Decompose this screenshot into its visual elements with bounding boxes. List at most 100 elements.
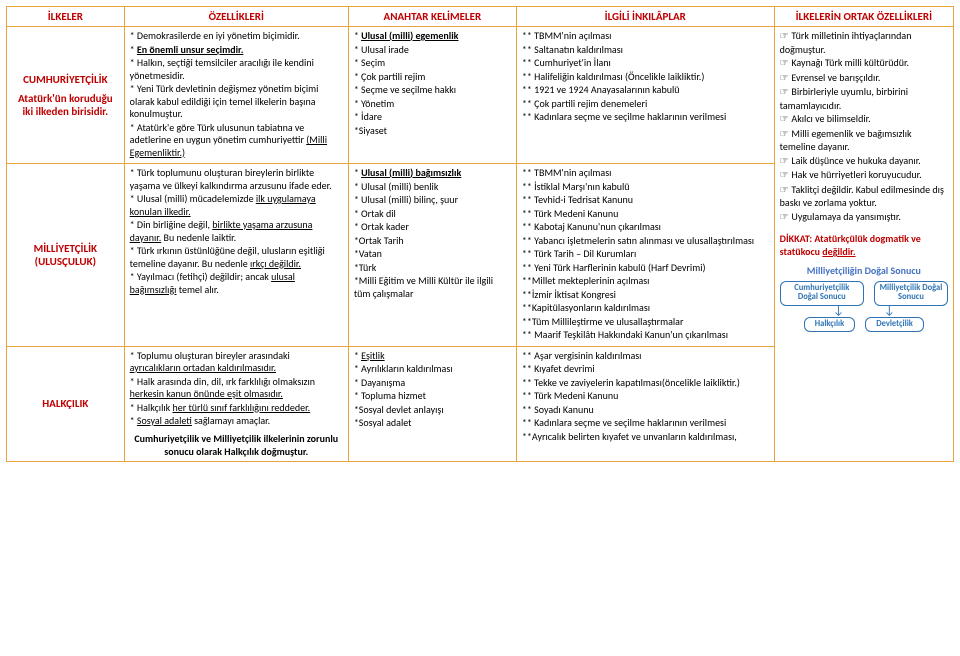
ilgili-item: ** Çok partili rejim denemeleri <box>522 98 769 111</box>
anahtar-item: * Ayrılıkların kaldırılması <box>354 363 511 376</box>
ilgili-item: ** Halifeliğin kaldırılması (Öncelikle l… <box>522 71 769 84</box>
ilgili-item: ** Tevhid-i Tedrisat Kanunu <box>522 194 769 207</box>
diagram-arrows: ↓↓ <box>833 308 895 315</box>
diagram-box: Devletçilik <box>865 317 924 332</box>
ortak-item: ☞ Taklitçi değildir. Kabul edilmesinde d… <box>780 184 948 210</box>
header-anahtar: ANAHTAR KELİMELER <box>348 7 516 27</box>
anahtar-item: * Ulusal (milli) bilinç, şuur <box>354 194 511 207</box>
header-row: İLKELER ÖZELLİKLERİ ANAHTAR KELİMELER İL… <box>7 7 954 27</box>
ilke-sub2: iki ilkeden birisidir. <box>12 105 119 118</box>
ilgili-item: ** Kıyafet devrimi <box>522 363 769 376</box>
anahtar-item: * Yönetim <box>354 98 511 111</box>
ozel-item: * Ulusal (milli) mücadelemizde ilk uygul… <box>130 193 343 218</box>
ozel-milliyetcilik: * Türk toplumunu oluşturan bireylerin bi… <box>124 164 348 347</box>
ozel-halkcilik: * Toplumu oluşturan bireyler arasındaki … <box>124 346 348 461</box>
header-ortak: İLKELERİN ORTAK ÖZELLİKLERİ <box>774 7 953 27</box>
anahtar-item: *Sosyal adalet <box>354 417 511 430</box>
ozel-item: * Halkçılık her türlü sınıf farklılığını… <box>130 402 343 415</box>
ilgili-item: ** TBMM'nin açılması <box>522 30 769 43</box>
anahtar-item: * Ortak kader <box>354 221 511 234</box>
ortak-item: ☞ Akılcı ve bilimseldir. <box>780 113 948 127</box>
anahtar-item: * İdare <box>354 111 511 124</box>
diagram-title: Milliyetçiliğin Doğal Sonucu <box>807 264 921 277</box>
ozel-item: * Halkın, seçtiği temsilciler aracılığı … <box>130 57 343 82</box>
ozel-item: * Sosyal adaleti sağlamayı amaçlar. <box>130 415 343 428</box>
ilgili-item: ** Soyadı Kanunu <box>522 404 769 417</box>
ilke-sub: (ULUSÇULUK) <box>12 255 119 268</box>
anahtar-milliyetcilik: * Ulusal (milli) bağımsızlık * Ulusal (m… <box>348 164 516 347</box>
ilke-sub1: Atatürk'ün koruduğu <box>12 92 119 105</box>
ozel-item: * Türk ırkının üstünlüğüne değil, ulusla… <box>130 245 343 270</box>
ilke-title: CUMHURİYETÇİLİK <box>12 73 119 86</box>
ozel-item: * Toplumu oluşturan bireyler arasındaki … <box>130 350 343 375</box>
ilgili-item: ** Türk Tarih – Dil Kurumları <box>522 248 769 261</box>
anahtar-item: * Ulusal (milli) benlik <box>354 181 511 194</box>
ozel-item: * Demokrasilerde en iyi yönetim biçimidi… <box>130 30 343 43</box>
anahtar-item: *Vatan <box>354 248 511 261</box>
ilgili-item: ** Aşar vergisinin kaldırılması <box>522 350 769 363</box>
ortak-item: ☞ Hak ve hürriyetleri koruyucudur. <box>780 169 948 183</box>
ozel-item: * Türk toplumunu oluşturan bireylerin bi… <box>130 167 343 192</box>
diagram-box: Halkçılık <box>804 317 855 332</box>
ilgili-item: **Ayrıcalık belirten kıyafet ve unvanlar… <box>522 431 769 444</box>
ortak-item: ☞ Birbirleriyle uyumlu, birbirini tamaml… <box>780 86 948 112</box>
anahtar-item: * Seçme ve seçilme hakkı <box>354 84 511 97</box>
ilke-title: HALKÇILIK <box>12 397 119 410</box>
anahtar-item: * Ortak dil <box>354 208 511 221</box>
ilgili-cumhuriyetcilik: ** TBMM'nin açılması ** Saltanatın kaldı… <box>516 27 774 164</box>
ilke-cumhuriyetcilik: CUMHURİYETÇİLİK Atatürk'ün koruduğu iki … <box>7 27 125 164</box>
ilgili-item: ** Kadınlara seçme ve seçilme haklarının… <box>522 111 769 124</box>
anahtar-item: * Topluma hizmet <box>354 390 511 403</box>
header-ozellikleri: ÖZELLİKLERİ <box>124 7 348 27</box>
ilgili-item: **Millet mekteplerinin açılması <box>522 275 769 288</box>
ortak-ozellikler: ☞ Türk milletinin ihtiyaçlarından doğmuş… <box>774 27 953 462</box>
ozel-item: * Yayılmacı (fetihçi) değildir; ancak ul… <box>130 271 343 296</box>
ilke-halkcilik: HALKÇILIK <box>7 346 125 461</box>
attention-note: DİKKAT: Atatürkçülük dogmatik ve statüko… <box>780 232 948 258</box>
anahtar-cumhuriyetcilik: * Ulusal (milli) egemenlik * Ulusal irad… <box>348 27 516 164</box>
ilgili-item: ** Türk Medeni Kanunu <box>522 390 769 403</box>
ilgili-item: ** Cumhuriyet'in İlanı <box>522 57 769 70</box>
ortak-item: ☞ Uygulamaya da yansımıştır. <box>780 211 948 225</box>
ozel-item: * Halk arasında din, dil, ırk farklılığı… <box>130 376 343 401</box>
anahtar-item: *Ortak Tarih <box>354 235 511 248</box>
anahtar-item: * Ulusal irade <box>354 44 511 57</box>
ozel-item: * Din birliğine değil, birlikte yaşama a… <box>130 219 343 244</box>
anahtar-item: *Milli Eğitim ve Milli Kültür ile ilgili… <box>354 275 511 300</box>
ortak-item: ☞ Türk milletinin ihtiyaçlarından doğmuş… <box>780 30 948 56</box>
ilke-milliyetcilik: MİLLİYETÇİLİK (ULUSÇULUK) <box>7 164 125 347</box>
ozel-item: * En önemli unsur seçimdir. <box>130 44 343 57</box>
ilgili-item: **İzmir İktisat Kongresi <box>522 289 769 302</box>
ozel-cumhuriyetcilik: * Demokrasilerde en iyi yönetim biçimidi… <box>124 27 348 164</box>
ilgili-milliyetcilik: ** TBMM'nin açılması ** İstiklal Marşı'n… <box>516 164 774 347</box>
ilgili-item: **Kapitülasyonların kaldırılması <box>522 302 769 315</box>
ilgili-item: ** İstiklal Marşı'nın kabulü <box>522 181 769 194</box>
ilgili-item: ** Türk Medeni Kanunu <box>522 208 769 221</box>
ilgili-item: ** Maarif Teşkilâtı Hakkındaki Kanun'un … <box>522 329 769 342</box>
ilgili-item: ** 1921 ve 1924 Anayasalarının kabulü <box>522 84 769 97</box>
ilke-title: MİLLİYETÇİLİK <box>12 242 119 255</box>
ilgili-item: **Tüm Millileştirme ve ulusallaştırmalar <box>522 316 769 329</box>
row-cumhuriyetcilik: CUMHURİYETÇİLİK Atatürk'ün koruduğu iki … <box>7 27 954 164</box>
ilgili-item: ** Yeni Türk Harflerinin kabulü (Harf De… <box>522 262 769 275</box>
header-ilkeler: İLKELER <box>7 7 125 27</box>
header-ilgili: İLGİLİ İNKILÂPLAR <box>516 7 774 27</box>
ortak-item: ☞ Kaynağı Türk milli kültürüdür. <box>780 57 948 71</box>
diagram: Milliyetçiliğin Doğal Sonucu Cumhuriyetç… <box>780 264 948 332</box>
ilgili-item: ** Tekke ve zaviyelerin kapatılması(önce… <box>522 377 769 390</box>
ozel-footnote: Cumhuriyetçilik ve Milliyetçilik ilkeler… <box>130 432 343 458</box>
ilgili-item: ** Yabancı işletmelerin satın alınması v… <box>522 235 769 248</box>
anahtar-item: * Seçim <box>354 57 511 70</box>
ozel-item: * Yeni Türk devletinin değişmez yönetim … <box>130 83 343 121</box>
ilgili-item: ** TBMM'nin açılması <box>522 167 769 180</box>
ozel-item: * Atatürk'e göre Türk ulusunun tabiatına… <box>130 122 343 160</box>
ilgili-item: ** Kadınlara seçme ve seçilme haklarının… <box>522 417 769 430</box>
anahtar-item: * Çok partili rejim <box>354 71 511 84</box>
ilgili-item: ** Saltanatın kaldırılması <box>522 44 769 57</box>
ortak-item: ☞ Milli egemenlik ve bağımsızlık temelin… <box>780 128 948 154</box>
diagram-box: Milliyetçilik Doğal Sonucu <box>874 281 948 306</box>
ortak-item: ☞ Laik düşünce ve hukuka dayanır. <box>780 155 948 169</box>
anahtar-item: *Türk <box>354 262 511 275</box>
anahtar-halkcilik: * Eşitlik * Ayrılıkların kaldırılması * … <box>348 346 516 461</box>
principles-table: İLKELER ÖZELLİKLERİ ANAHTAR KELİMELER İL… <box>6 6 954 462</box>
